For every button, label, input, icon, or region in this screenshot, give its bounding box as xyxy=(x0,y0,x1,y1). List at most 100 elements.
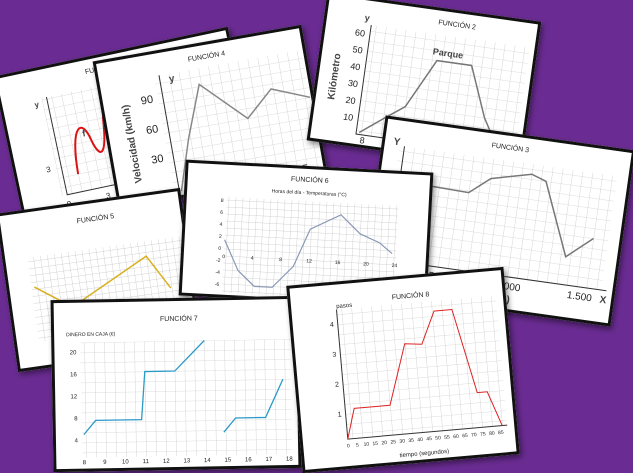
x-tick-label: 10 xyxy=(363,442,369,448)
card-title: FUNCIÓN 6 xyxy=(291,174,329,185)
graph: FUNCIÓN 7 DINERO EN CAJA (€) 20 16 12 8 4 8 9 1… xyxy=(66,313,293,466)
x-tick-label: 1.500 xyxy=(566,290,593,304)
x-tick-label: 13 xyxy=(183,458,190,464)
y-tick-label: 4 xyxy=(75,438,79,444)
y-tick-label: 2 xyxy=(219,234,222,240)
y-tick-label: 2 xyxy=(335,381,340,388)
y-tick-label: 4 xyxy=(330,322,335,329)
x-tick-label: 25 xyxy=(390,439,396,445)
curve xyxy=(83,340,205,436)
graph: FUNCIÓN 6 Horas del día - Temperaturas (… xyxy=(215,174,399,302)
axis-label: f xyxy=(81,128,87,139)
y-tick-label: 40 xyxy=(350,61,361,72)
x-tick-label: 10 xyxy=(122,459,129,465)
graph: FUNCIÓN 8 pasos tiempo (segundos) 4 3 2 10 5… xyxy=(330,289,508,459)
y-tick-label: 30 xyxy=(347,78,358,89)
axis xyxy=(158,75,181,196)
y-tick-label: -4 xyxy=(215,270,220,276)
x-tick-label: 0 xyxy=(222,254,225,260)
y-tick-label: 0 xyxy=(218,246,221,252)
curve xyxy=(223,378,284,433)
x-tick-label: 15 xyxy=(224,458,231,464)
x-tick-label: 9 xyxy=(103,460,107,466)
x-tick-label: 8 xyxy=(359,135,365,146)
x-tick-label: 15 xyxy=(372,441,378,447)
curve xyxy=(180,83,311,192)
y-tick-label: 12 xyxy=(70,394,77,400)
x-tick-label: 20 xyxy=(381,440,387,446)
y-label: DINERO EN CAJA (€) xyxy=(66,331,116,338)
axes xyxy=(335,309,508,440)
curve xyxy=(401,173,594,258)
x-tick-label: 65 xyxy=(462,433,468,439)
curve xyxy=(358,59,497,145)
card-title: FUNCIÓN 2 xyxy=(438,17,477,31)
y-tick-label: 3 xyxy=(332,352,337,359)
x-tick-label: 30 xyxy=(399,438,405,444)
curve xyxy=(347,308,503,440)
y-tick-label: 1 xyxy=(337,411,342,418)
y-tick-label: 90 xyxy=(140,94,154,108)
y-tick-label: 20 xyxy=(70,350,77,356)
y-tick-label: 16 xyxy=(70,372,77,378)
y-tick-label: 20 xyxy=(345,95,356,106)
x-tick-label: 4 xyxy=(251,255,254,261)
x-tick-label: 3 xyxy=(105,191,112,201)
x-tick-label: 85 xyxy=(498,430,504,436)
subtitle: Horas del día - Temperaturas (°C) xyxy=(272,188,348,198)
x-tick-label: 80 xyxy=(489,431,495,437)
axis-label: y xyxy=(364,13,370,24)
y-tick-label: 6 xyxy=(220,210,223,216)
grid xyxy=(80,338,293,458)
x-tick-label: 70 xyxy=(471,432,477,438)
y-tick-label: 50 xyxy=(352,44,363,55)
y-tick-label: 4 xyxy=(219,222,222,228)
x-tick-label: 24 xyxy=(392,263,398,269)
y-tick-label: -2 xyxy=(216,258,221,264)
x-label: tiempo (segundos) xyxy=(399,449,449,459)
card-title: FUNCIÓN 3 xyxy=(491,140,530,154)
x-tick-label: 12 xyxy=(163,459,170,465)
y-tick-label: 8 xyxy=(74,416,78,422)
x-tick-label: 20 xyxy=(363,261,369,267)
grid xyxy=(221,196,399,302)
y-tick-label: 3 xyxy=(45,165,52,175)
x-tick-label: 40 xyxy=(417,437,423,443)
x-tick-label: 35 xyxy=(408,438,414,444)
curve xyxy=(224,214,393,288)
card: FUNCIÓN 6 Horas del día - Temperaturas (… xyxy=(178,159,434,309)
card-title: FUNCIÓN 7 xyxy=(160,313,198,323)
axis-label: Kilómetro xyxy=(326,53,343,101)
y-label: pasos xyxy=(336,303,352,310)
y-tick-label: 60 xyxy=(145,123,159,137)
y-tick-label: 8 xyxy=(221,198,224,204)
y-tick-label: 30 xyxy=(150,153,164,167)
x-tick-label: 16 xyxy=(245,457,252,463)
card: FUNCIÓN 7 DINERO EN CAJA (€) 20 16 12 8 4 8 9 1… xyxy=(50,295,302,473)
y-tick-label: 60 xyxy=(354,27,365,38)
axis-label: X xyxy=(599,295,607,307)
axis-label: Velocidad (km/h) xyxy=(120,104,145,184)
x-tick-label: 11 xyxy=(143,459,150,465)
y-tick-label: 10 xyxy=(343,112,354,123)
x-tick-label: 5 xyxy=(356,442,360,448)
x-tick-label: 17 xyxy=(265,457,272,463)
card-title: FUNCIÓN 4 xyxy=(187,48,226,63)
x-tick-label: 18 xyxy=(286,457,293,463)
y-tick-label: -6 xyxy=(215,282,220,288)
x-tick-label: 8 xyxy=(83,460,87,466)
card-title: FUNCIÓN 5 xyxy=(76,211,115,225)
grid xyxy=(336,295,508,440)
axis-label: y xyxy=(34,100,41,110)
grid xyxy=(383,145,618,291)
axis-label: Y xyxy=(393,136,401,148)
x-tick-label: 14 xyxy=(204,458,211,464)
card-title: FUNCIÓN 8 xyxy=(391,289,429,301)
x-tick-label: 12 xyxy=(306,258,312,264)
axis-label: Parque xyxy=(432,46,464,60)
x-tick-label: 45 xyxy=(426,436,432,442)
axis-label: y xyxy=(168,73,176,85)
x-tick-label: 16 xyxy=(335,260,341,266)
